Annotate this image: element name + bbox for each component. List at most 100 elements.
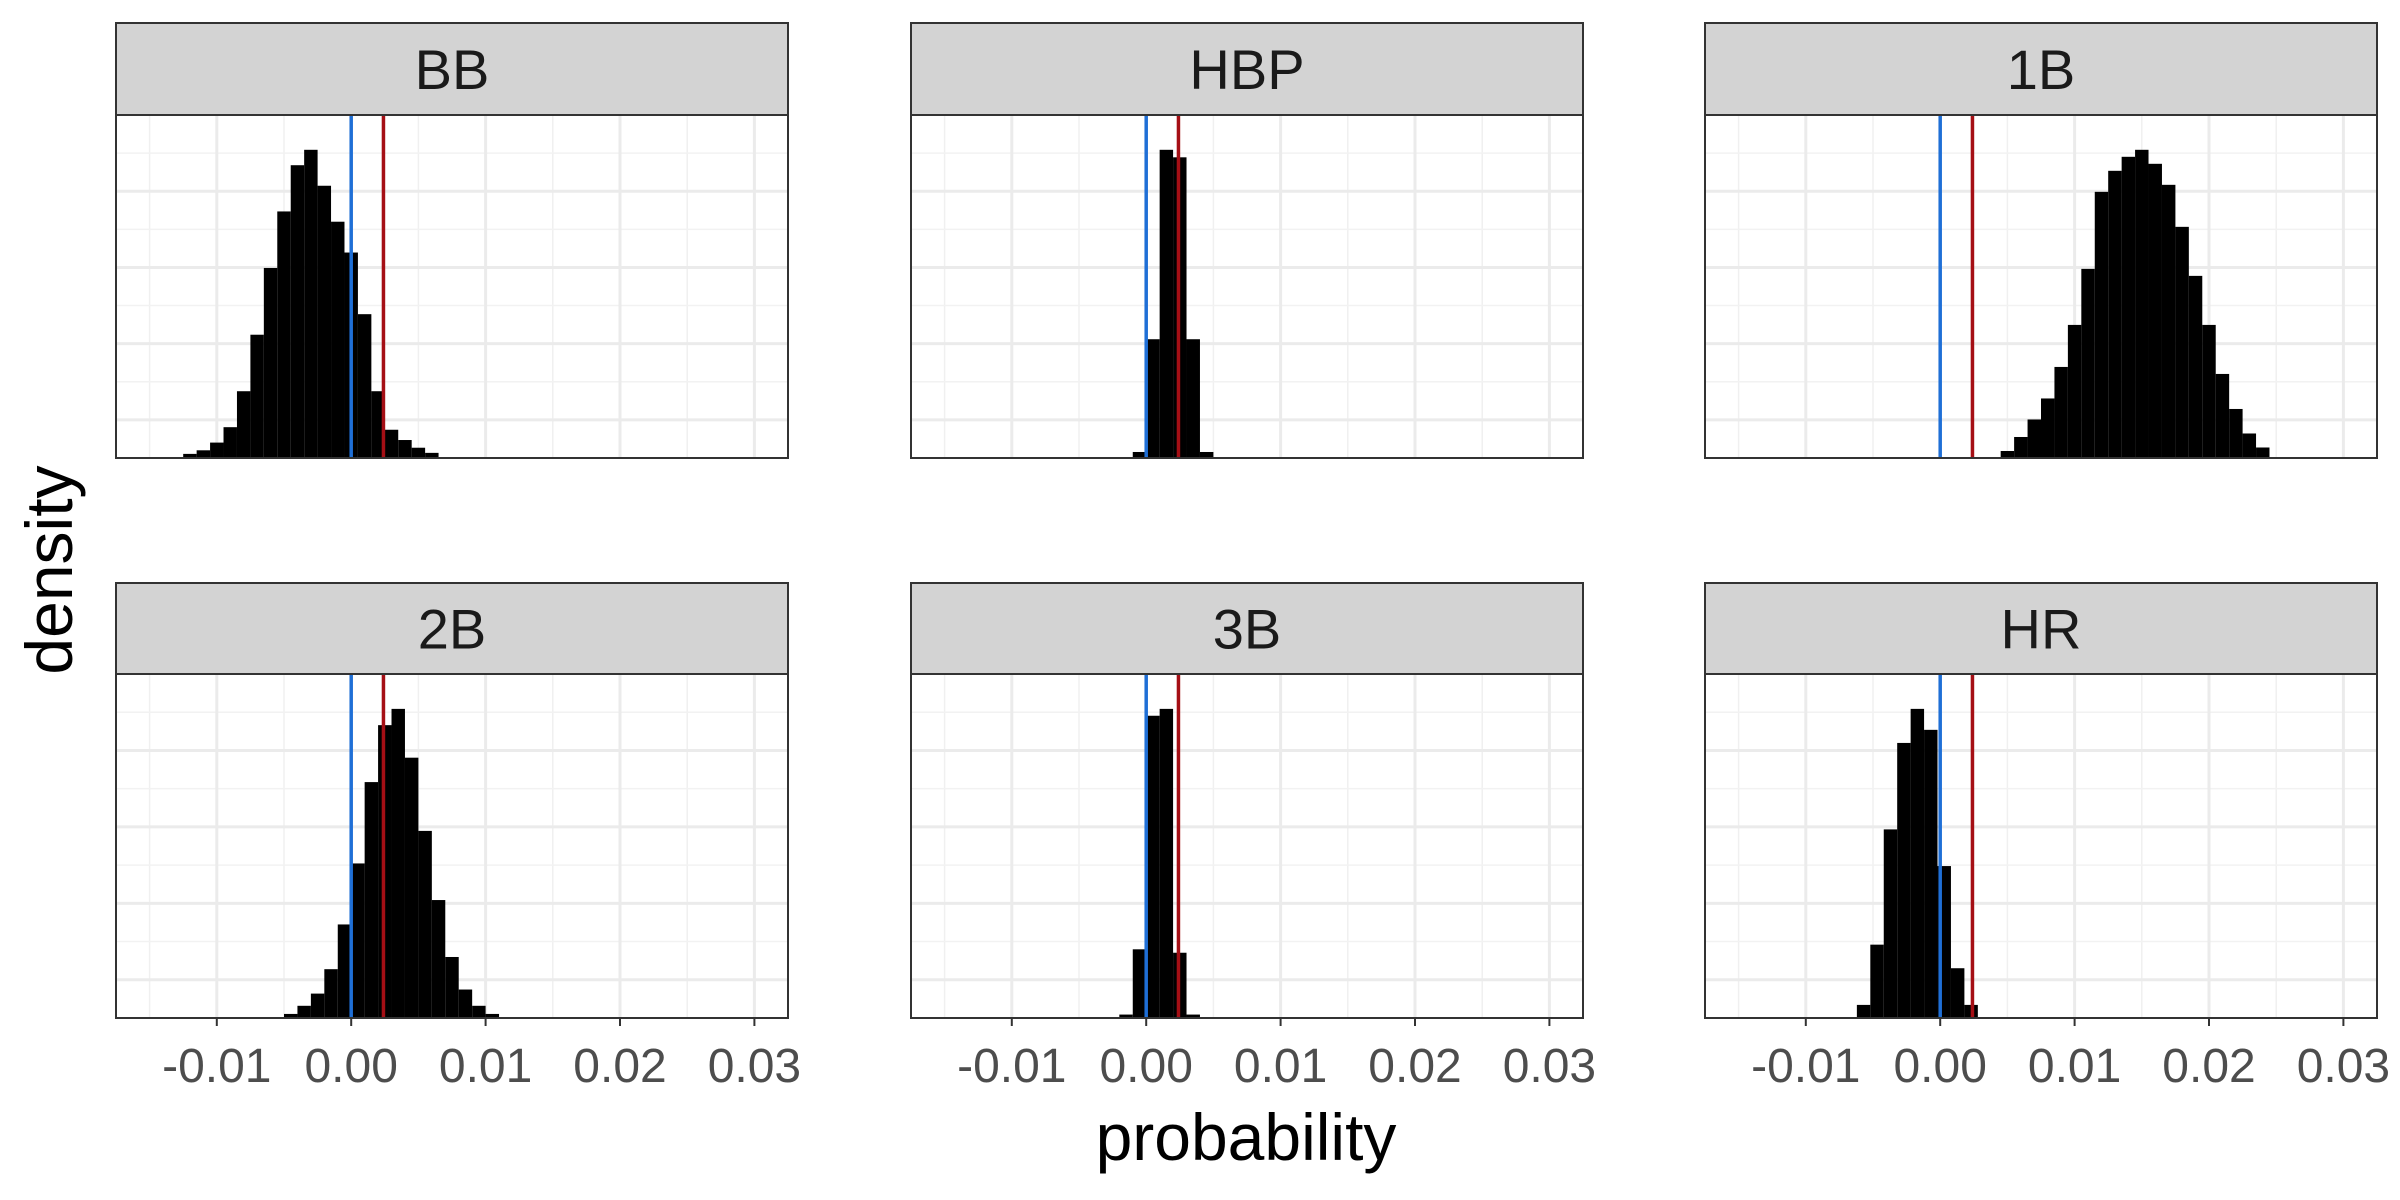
x-tick-label: 0.03 — [2297, 1040, 2390, 1093]
histogram-bar — [2054, 366, 2068, 458]
x-tick-label: 0.00 — [1893, 1040, 1986, 1093]
panel-background — [116, 115, 788, 458]
histogram-bar — [1159, 708, 1174, 1018]
histogram-bar — [384, 429, 399, 458]
histogram-bar — [1146, 339, 1160, 458]
histogram-bar — [1883, 829, 1898, 1018]
x-tick-label: -0.01 — [1751, 1040, 1860, 1093]
histogram-bar — [458, 989, 473, 1018]
histogram-bar — [1856, 1004, 1871, 1018]
histogram-bar — [210, 442, 224, 458]
histogram-bar — [183, 453, 197, 458]
panel-background — [911, 115, 1583, 458]
histogram-bar — [1132, 451, 1147, 458]
histogram-bar — [331, 221, 345, 458]
histogram-bar — [485, 1013, 500, 1018]
histogram-bar — [2161, 184, 2176, 458]
histogram-bar — [371, 391, 385, 458]
histogram-bar — [277, 211, 291, 458]
x-tick-label: 0.02 — [2162, 1040, 2255, 1093]
histogram-bar — [263, 267, 278, 458]
x-tick-label: 0.01 — [2028, 1040, 2121, 1093]
histogram-bar — [431, 900, 446, 1018]
y-axis-title: density — [12, 465, 86, 674]
histogram-bar — [2175, 226, 2189, 458]
x-tick-label: 0.03 — [1503, 1040, 1596, 1093]
facet-panel-hr: HR -0.01 0.00 0.01 0.02 0.03 — [1704, 582, 2390, 1093]
histogram-bar — [472, 1005, 486, 1018]
histogram-bar — [284, 1013, 298, 1018]
x-tick-label: 0.02 — [573, 1040, 666, 1093]
histogram-bar — [2121, 156, 2136, 458]
histogram-bar — [236, 391, 251, 458]
facet-strip — [910, 22, 1584, 116]
facet-strip — [910, 582, 1584, 675]
histogram-bar — [357, 314, 372, 458]
facet-panel-hbp: HBP — [910, 22, 1584, 459]
histogram-bar — [2000, 450, 2015, 458]
histogram-bar — [411, 447, 426, 458]
histogram-bar — [398, 440, 412, 458]
x-tick-label: -0.01 — [162, 1040, 271, 1093]
x-tick-label: 0.01 — [1234, 1040, 1327, 1093]
histogram-bar — [2014, 436, 2028, 458]
histogram-bar — [1950, 968, 1965, 1018]
histogram-bar — [2188, 275, 2203, 458]
histogram-bar — [290, 165, 305, 458]
x-tick-label: 0.02 — [1368, 1040, 1461, 1093]
histogram-bar — [2148, 163, 2162, 459]
histogram-bar — [1199, 451, 1214, 458]
histogram-bar — [1870, 944, 1884, 1018]
x-tick-label: -0.01 — [957, 1040, 1066, 1093]
histogram-bar — [391, 708, 405, 1018]
histogram-bar — [418, 830, 432, 1018]
histogram-bar — [297, 1005, 311, 1018]
histogram-bar — [2041, 398, 2055, 458]
facet-strip-label: HBP — [1189, 38, 1304, 101]
x-tick-label: 0.01 — [439, 1040, 532, 1093]
histogram-bar — [404, 757, 419, 1018]
histogram-bar — [2135, 149, 2149, 459]
histogram-bar — [324, 969, 338, 1018]
histogram-bar — [223, 427, 237, 458]
histogram-bar — [1186, 1014, 1200, 1018]
panel-background — [1705, 674, 2377, 1018]
facet-strip-label: 1B — [2007, 38, 2076, 101]
x-tick-label: 0.00 — [1099, 1040, 1192, 1093]
facet-panel-2b: 2B -0.01 0.00 0.01 0.02 0.03 — [115, 582, 801, 1093]
facet-strip — [1704, 582, 2378, 675]
histogram-bar — [1159, 149, 1174, 459]
facet-strip — [1704, 22, 2378, 116]
x-tick-label: 0.03 — [708, 1040, 801, 1093]
facet-strip-label: HR — [2001, 598, 2082, 661]
facet-panel-bb: BB — [115, 22, 789, 459]
histogram-bar — [1119, 1014, 1133, 1018]
histogram-bar — [337, 924, 352, 1018]
histogram-bar — [1146, 715, 1160, 1018]
histogram-bar — [2229, 408, 2243, 458]
histogram-bar — [1924, 729, 1938, 1018]
histogram-bar — [2027, 419, 2041, 458]
x-tick-label: 0.00 — [304, 1040, 397, 1093]
facet-strip-label: 3B — [1213, 598, 1282, 661]
facet-panel-3b: 3B -0.01 0.00 0.01 0.02 0.03 — [910, 582, 1596, 1093]
facet-strip — [115, 582, 789, 675]
histogram-bar — [250, 334, 264, 458]
histogram-bar — [2108, 170, 2122, 458]
histogram-bar — [425, 452, 439, 458]
histogram-bar — [310, 993, 325, 1018]
histogram-bar — [2081, 268, 2095, 458]
facet-panel-1b: 1B — [1704, 22, 2378, 459]
histogram-bar — [2256, 447, 2270, 458]
histogram-bar — [2215, 373, 2230, 458]
histogram-bar — [1186, 339, 1200, 458]
histogram-bar — [2202, 324, 2216, 458]
histogram-bar — [1910, 708, 1925, 1018]
panel-background — [911, 674, 1583, 1018]
histogram-bar — [351, 863, 365, 1018]
facet-strip — [115, 22, 789, 116]
histogram-bar — [1132, 949, 1147, 1018]
histogram-bar — [196, 450, 211, 458]
histogram-bar — [2067, 324, 2082, 458]
